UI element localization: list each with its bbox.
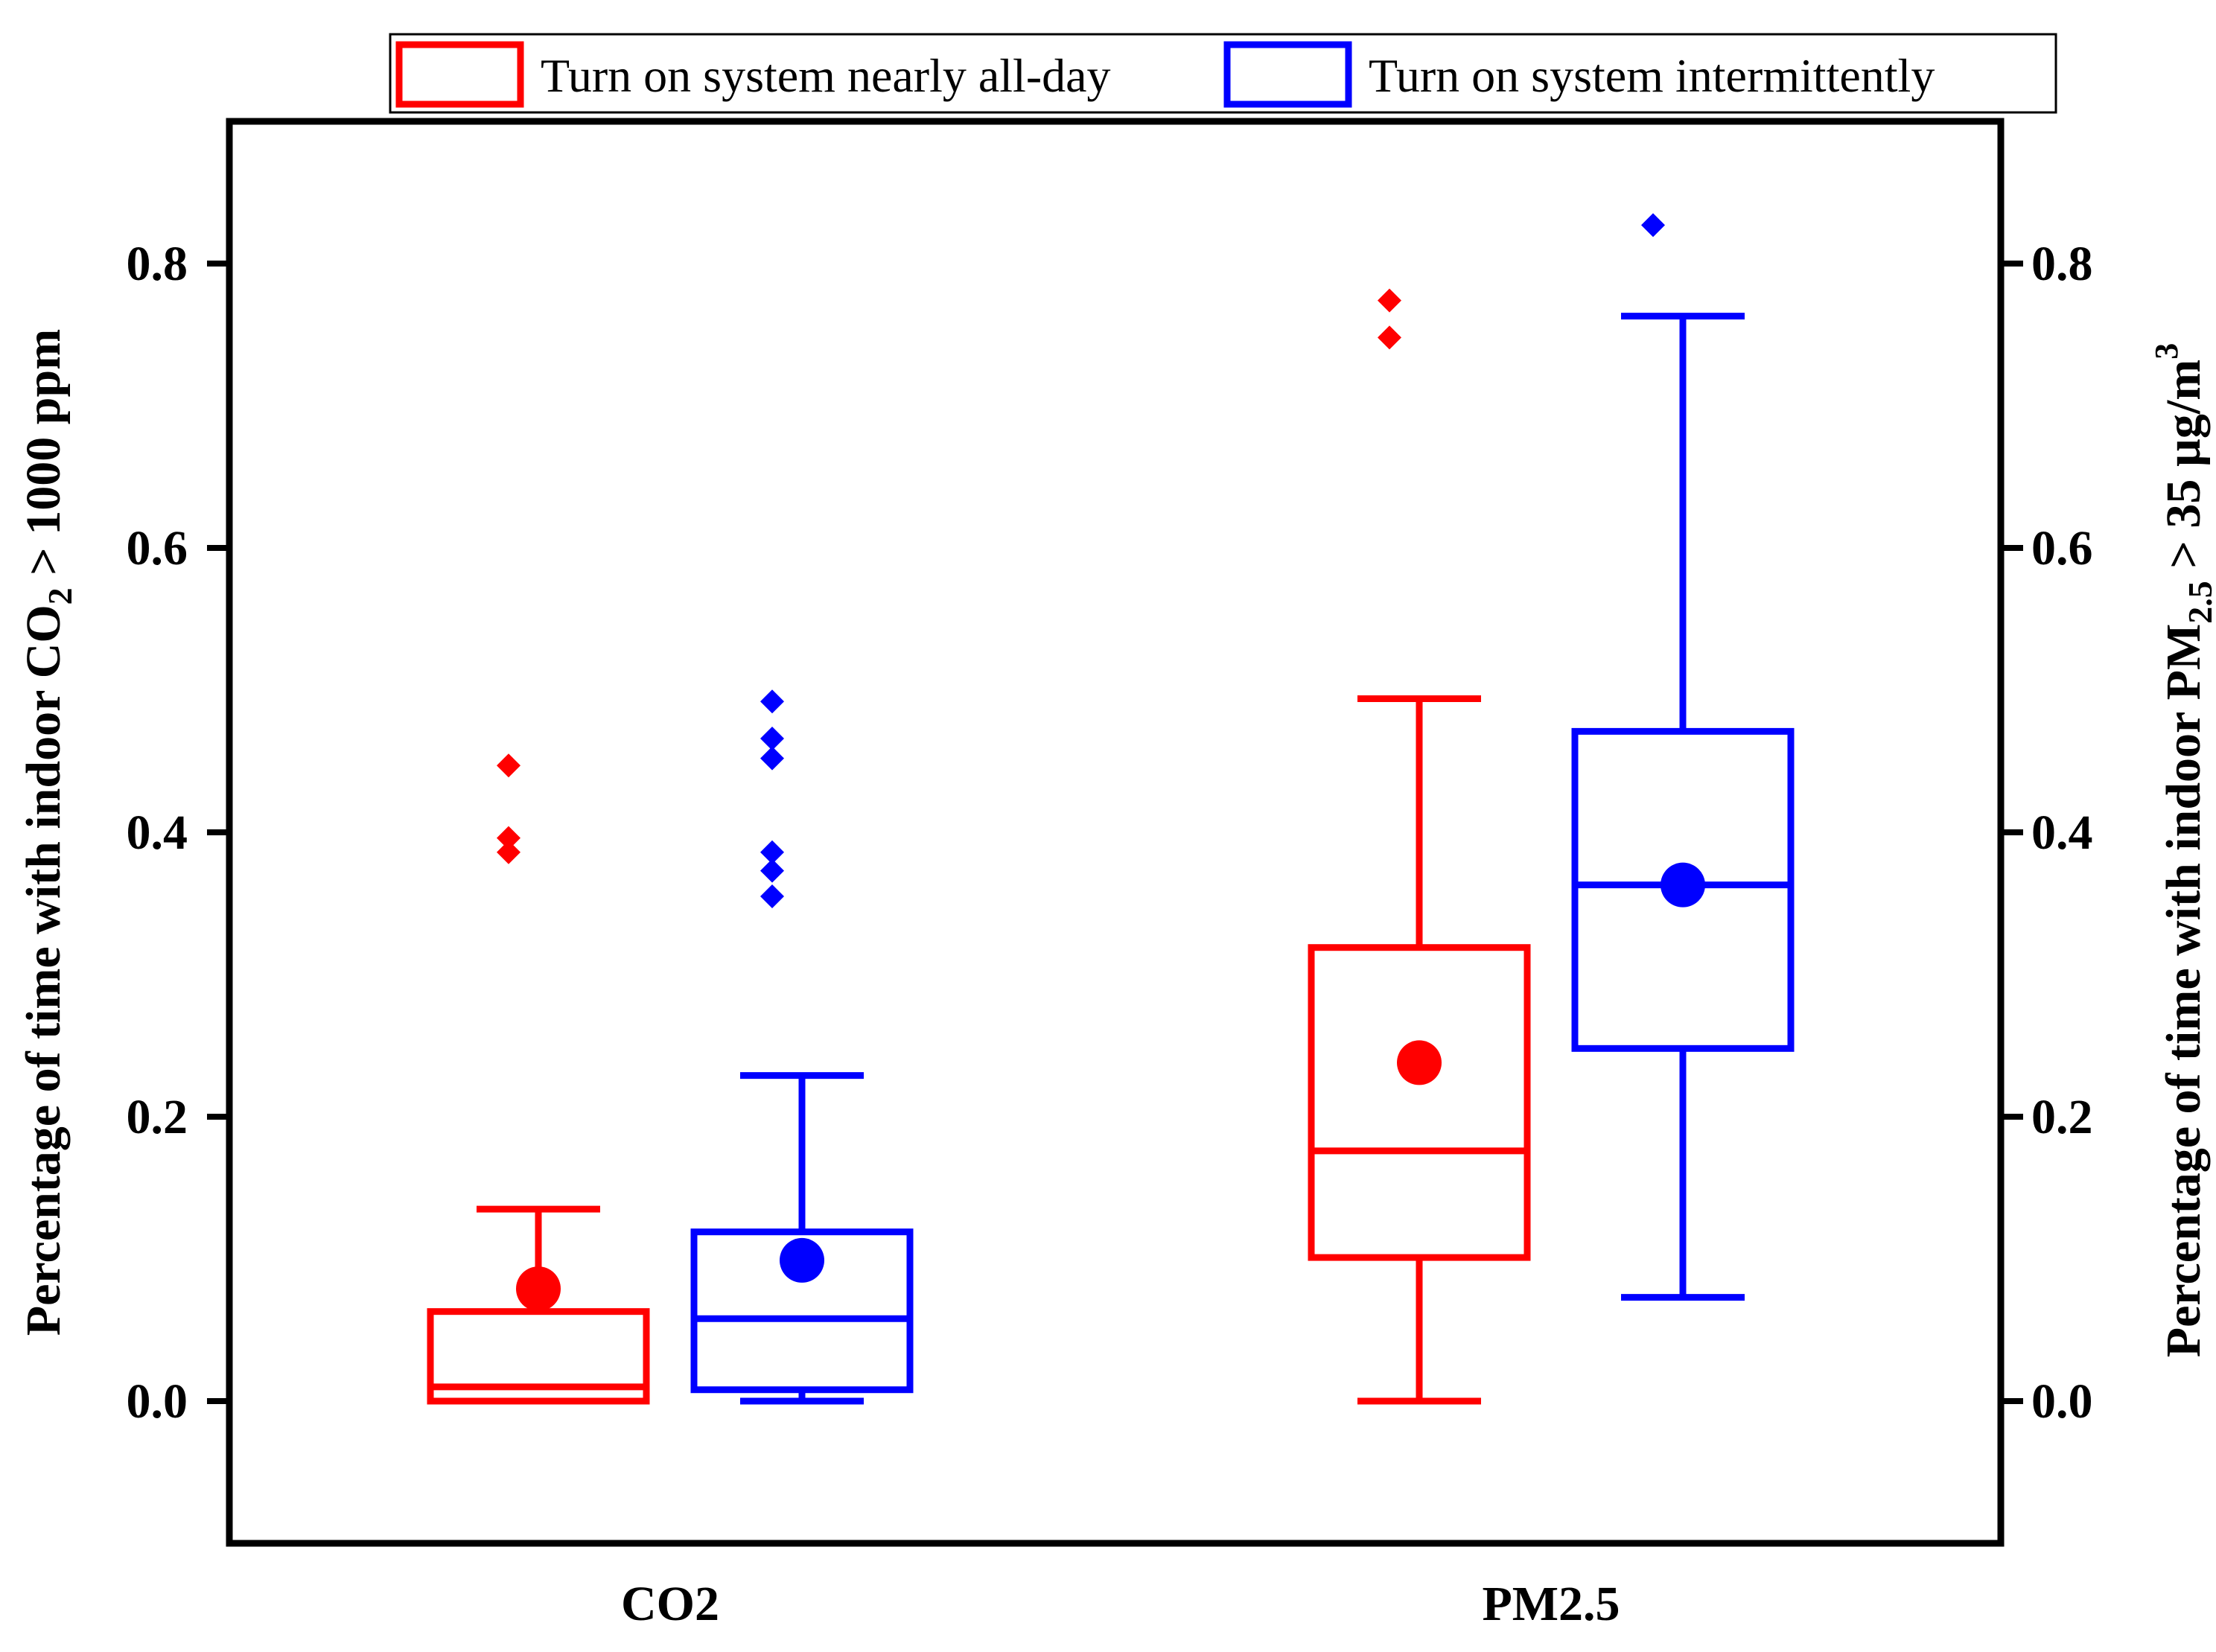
outlier-marker-intermittent-co2-4 [760, 726, 784, 750]
y-left-title-sub: 2 [41, 587, 79, 605]
box-intermittent-co2 [690, 1228, 914, 1394]
outlier-marker-all-day-pm25-0 [1378, 325, 1401, 350]
y-tick-left-2: 0.4 [127, 806, 188, 860]
legend-label-all-day: Turn on system nearly all-day [541, 49, 1111, 102]
outlier-marker-intermittent-co2-5 [760, 689, 784, 714]
legend-label-intermittently: Turn on system intermittently [1369, 49, 1935, 102]
x-category-label-pm25: PM2.5 [1482, 1577, 1620, 1631]
y-right-title-pre: Percentage of time with indoor PM [2156, 624, 2211, 1358]
box-all-day-co2 [427, 1308, 650, 1405]
outlier-marker-all-day-co2-2 [497, 753, 520, 778]
legend-frame [389, 33, 2057, 114]
mean-marker-intermittent-co2 [780, 1237, 824, 1283]
tick-marks [207, 261, 2023, 1404]
y-tick-right-4: 0.8 [2031, 237, 2093, 291]
y-left-title-post: > 1000 ppm [16, 329, 71, 588]
outlier-marker-all-day-co2-0 [497, 840, 520, 864]
x-category-label-co2: CO2 [621, 1577, 719, 1631]
y-right-title-sub: 2.5 [2181, 581, 2216, 624]
outlier-marker-intermittent-pm25-0 [1641, 213, 1665, 237]
outlier-marker-intermittent-co2-0 [760, 884, 784, 908]
box-all-day-pm25 [1308, 944, 1531, 1261]
legend-item-intermittently: Turn on system intermittently [1223, 41, 1935, 108]
legend-item-all-day: Turn on system nearly all-day [395, 41, 1111, 108]
y-tick-right-2: 0.4 [2031, 806, 2093, 860]
y-tick-left-0: 0.0 [127, 1374, 188, 1429]
y-tick-right-0: 0.0 [2031, 1374, 2093, 1429]
y-axis-right-title: Percentage of time with indoor PM2.5 > 3… [2148, 343, 2216, 1357]
outlier-marker-intermittent-co2-2 [760, 840, 784, 864]
y-axis-left-title: Percentage of time with indoor CO2 > 100… [16, 329, 79, 1336]
y-tick-right-1: 0.2 [2031, 1090, 2093, 1144]
plot-frame [226, 118, 2005, 1547]
box-intermittent-pm25 [1571, 727, 1795, 1052]
mean-marker-intermittent-pm25 [1661, 862, 1705, 908]
outlier-marker-all-day-pm25-1 [1378, 288, 1401, 313]
legend-swatch-intermittently [1223, 41, 1352, 108]
mean-marker-all-day-co2 [516, 1266, 561, 1312]
y-tick-left-4: 0.8 [127, 237, 188, 291]
y-right-title-mid: > 35 µg/m [2156, 360, 2211, 581]
legend: Turn on system nearly all-day Turn on sy… [389, 33, 2057, 114]
outlier-marker-intermittent-co2-1 [760, 858, 784, 883]
y-axis-left: 0.0 0.2 0.4 0.6 0.8 [127, 237, 188, 1429]
outlier-marker-intermittent-co2-3 [760, 746, 784, 771]
y-tick-right-3: 0.6 [2031, 521, 2093, 575]
box-series-group [427, 213, 1795, 1405]
y-tick-left-3: 0.6 [127, 521, 188, 575]
legend-swatch-all-day [395, 41, 524, 108]
y-left-title-pre: Percentage of time with indoor CO [16, 605, 71, 1336]
outlier-marker-all-day-co2-1 [497, 826, 520, 850]
y-tick-left-1: 0.2 [127, 1090, 188, 1144]
y-axis-right: 0.0 0.2 0.4 0.6 0.8 [2031, 237, 2093, 1429]
mean-marker-all-day-pm25 [1397, 1040, 1442, 1085]
y-right-title-sup: 3 [2148, 343, 2185, 360]
